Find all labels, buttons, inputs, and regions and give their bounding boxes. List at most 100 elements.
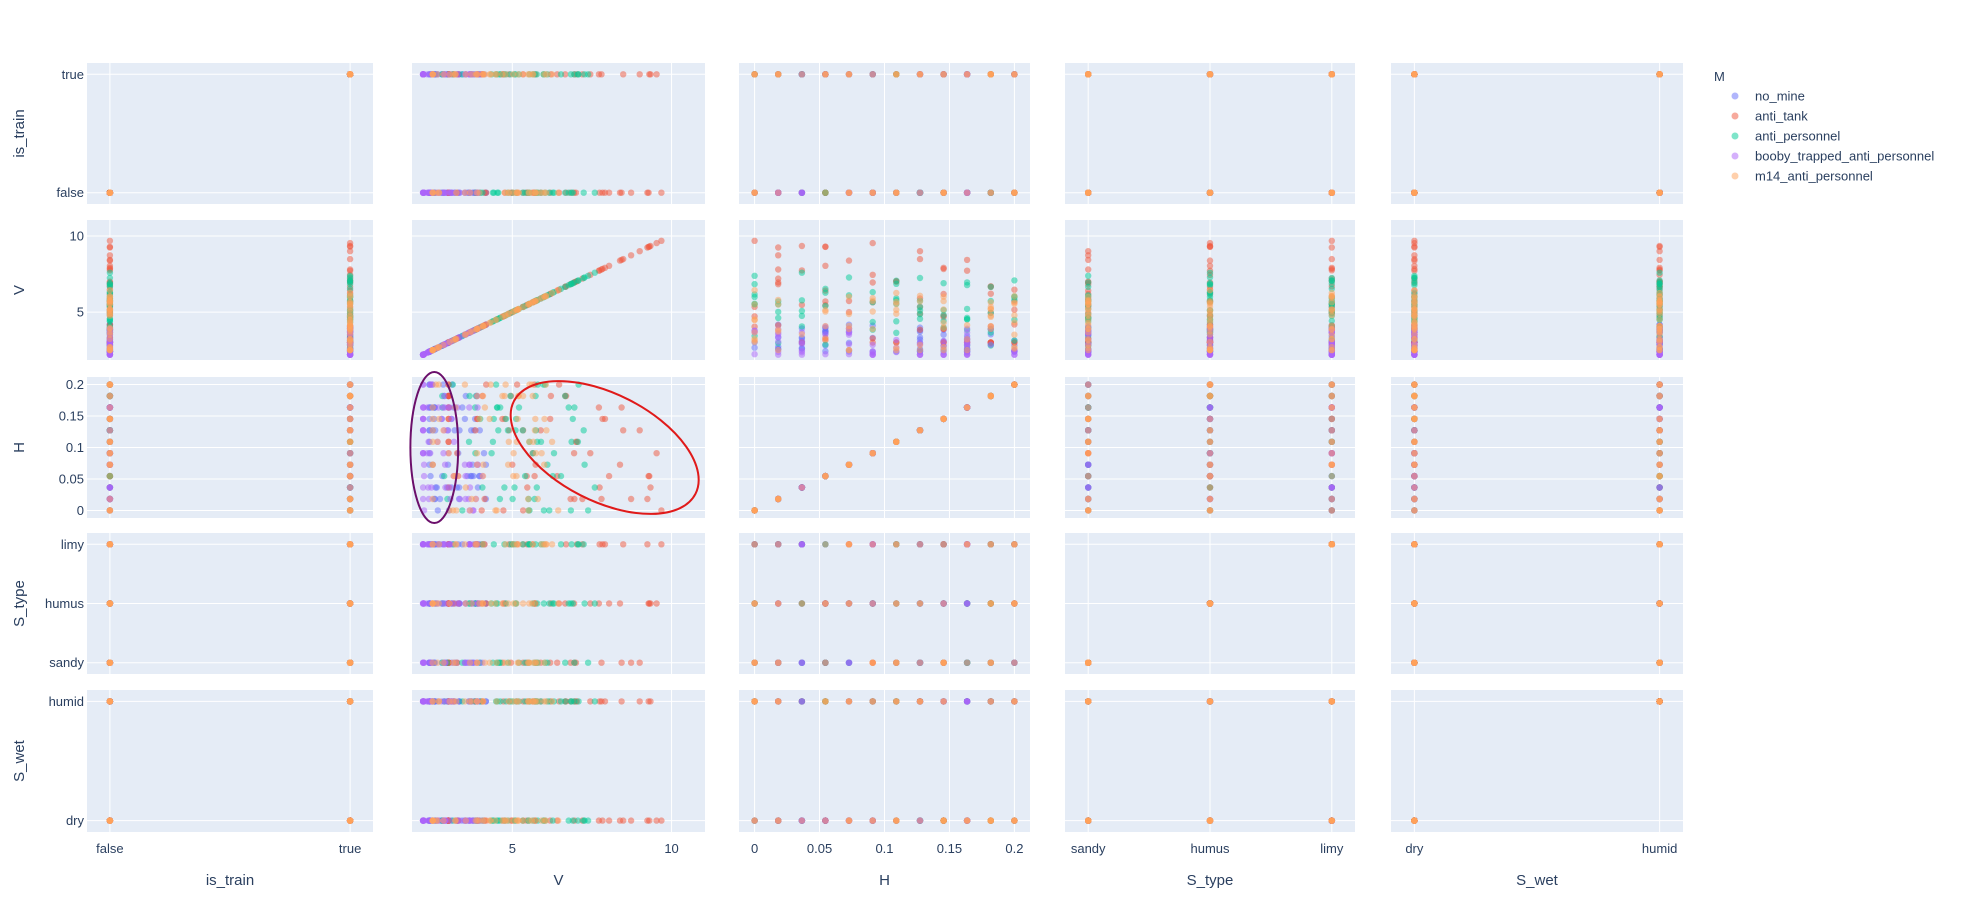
point-m14_anti_personnel: [346, 381, 354, 388]
point-m14_anti_personnel: [429, 438, 436, 445]
point-m14_anti_personnel: [346, 415, 354, 423]
point-m14_anti_personnel: [106, 427, 114, 434]
point-m14_anti_personnel: [775, 326, 782, 333]
point-m14_anti_personnel: [845, 346, 853, 354]
point-booby_trapped_anti_personnel: [428, 484, 435, 491]
point-booby_trapped_anti_personnel: [456, 495, 463, 503]
point-anti_personnel: [549, 189, 556, 196]
point-booby_trapped_anti_personnel: [420, 461, 428, 468]
point-no_mine: [434, 507, 441, 514]
point-anti_tank: [106, 252, 114, 259]
point-booby_trapped_anti_personnel: [419, 404, 427, 411]
point-m14_anti_personnel: [751, 507, 758, 514]
point-anti_personnel: [565, 404, 572, 411]
point-anti_personnel: [571, 404, 578, 411]
point-anti_tank: [1656, 243, 1663, 251]
point-m14_anti_personnel: [346, 71, 354, 78]
point-m14_anti_personnel: [1085, 319, 1092, 327]
point-m14_anti_personnel: [440, 71, 447, 78]
point-anti_tank: [106, 257, 114, 264]
point-m14_anti_personnel: [346, 301, 354, 308]
point-m14_anti_personnel: [893, 189, 900, 196]
point-m14_anti_personnel: [429, 71, 436, 78]
point-m14_anti_personnel: [106, 450, 114, 457]
point-m14_anti_personnel: [106, 438, 114, 445]
point-anti_personnel: [798, 297, 806, 304]
point-m14_anti_personnel: [916, 189, 924, 196]
point-anti_tank: [346, 243, 354, 250]
point-anti_tank: [775, 266, 782, 273]
point-anti_tank: [869, 239, 876, 247]
point-anti_personnel: [798, 312, 806, 320]
point-m14_anti_personnel: [106, 305, 114, 313]
point-anti_tank: [616, 189, 624, 196]
point-m14_anti_personnel: [1206, 189, 1214, 196]
point-m14_anti_personnel: [493, 507, 500, 514]
point-m14_anti_personnel: [1085, 415, 1092, 423]
panel-background: [1391, 220, 1683, 360]
point-m14_anti_personnel: [435, 189, 442, 196]
point-m14_anti_personnel: [775, 71, 782, 78]
point-m14_anti_personnel: [987, 325, 994, 332]
point-m14_anti_personnel: [1085, 336, 1092, 343]
point-booby_trapped_anti_personnel: [435, 404, 442, 411]
point-m14_anti_personnel: [940, 324, 947, 331]
point-anti_personnel: [106, 274, 114, 282]
point-anti_tank: [620, 255, 627, 263]
point-m14_anti_personnel: [1411, 71, 1418, 78]
point-m14_anti_personnel: [893, 289, 900, 297]
point-m14_anti_personnel: [1411, 189, 1418, 196]
point-m14_anti_personnel: [775, 189, 782, 196]
point-booby_trapped_anti_personnel: [798, 189, 806, 196]
point-m14_anti_personnel: [1206, 287, 1214, 294]
point-booby_trapped_anti_personnel: [466, 461, 473, 468]
point-m14_anti_personnel: [346, 313, 354, 320]
point-booby_trapped_anti_personnel: [450, 438, 458, 445]
point-anti_tank: [963, 267, 971, 274]
point-m14_anti_personnel: [346, 472, 354, 480]
point-booby_trapped_anti_personnel: [1328, 484, 1336, 491]
point-m14_anti_personnel: [526, 189, 533, 196]
point-m14_anti_personnel: [1085, 312, 1092, 319]
point-anti_personnel: [495, 427, 502, 434]
point-anti_tank: [601, 189, 609, 196]
point-m14_anti_personnel: [487, 381, 494, 388]
point-anti_tank: [598, 266, 605, 273]
point-m14_anti_personnel: [822, 189, 829, 196]
point-m14_anti_personnel: [106, 404, 114, 411]
point-anti_personnel: [775, 308, 782, 316]
point-m14_anti_personnel: [106, 344, 114, 351]
panel-H-vs-S_type: [1065, 377, 1355, 518]
point-anti_personnel: [1206, 274, 1214, 281]
point-anti_personnel: [987, 283, 994, 290]
point-anti_tank: [751, 237, 758, 244]
point-anti_personnel: [106, 269, 114, 276]
point-anti_tank: [547, 415, 554, 423]
point-anti_personnel: [568, 280, 575, 287]
point-m14_anti_personnel: [486, 71, 493, 78]
point-booby_trapped_anti_personnel: [940, 351, 947, 358]
point-booby_trapped_anti_personnel: [440, 450, 447, 457]
point-m14_anti_personnel: [472, 495, 479, 503]
point-m14_anti_personnel: [505, 189, 512, 196]
point-m14_anti_personnel: [987, 71, 994, 78]
point-anti_tank: [658, 237, 665, 244]
point-anti_personnel: [1656, 280, 1663, 287]
point-booby_trapped_anti_personnel: [420, 472, 428, 480]
point-anti_tank: [646, 71, 653, 78]
point-m14_anti_personnel: [481, 404, 489, 411]
point-m14_anti_personnel: [541, 293, 548, 300]
point-m14_anti_personnel: [1206, 507, 1214, 514]
point-m14_anti_personnel: [525, 507, 532, 514]
point-booby_trapped_anti_personnel: [419, 427, 427, 434]
point-m14_anti_personnel: [106, 507, 114, 514]
point-anti_personnel: [507, 392, 514, 400]
point-anti_personnel: [893, 318, 900, 325]
point-anti_tank: [822, 298, 829, 305]
point-m14_anti_personnel: [1011, 319, 1018, 326]
point-anti_tank: [478, 507, 485, 514]
point-m14_anti_personnel: [775, 495, 782, 503]
point-m14_anti_personnel: [1656, 189, 1663, 196]
point-m14_anti_personnel: [346, 438, 354, 445]
point-m14_anti_personnel: [869, 189, 876, 196]
